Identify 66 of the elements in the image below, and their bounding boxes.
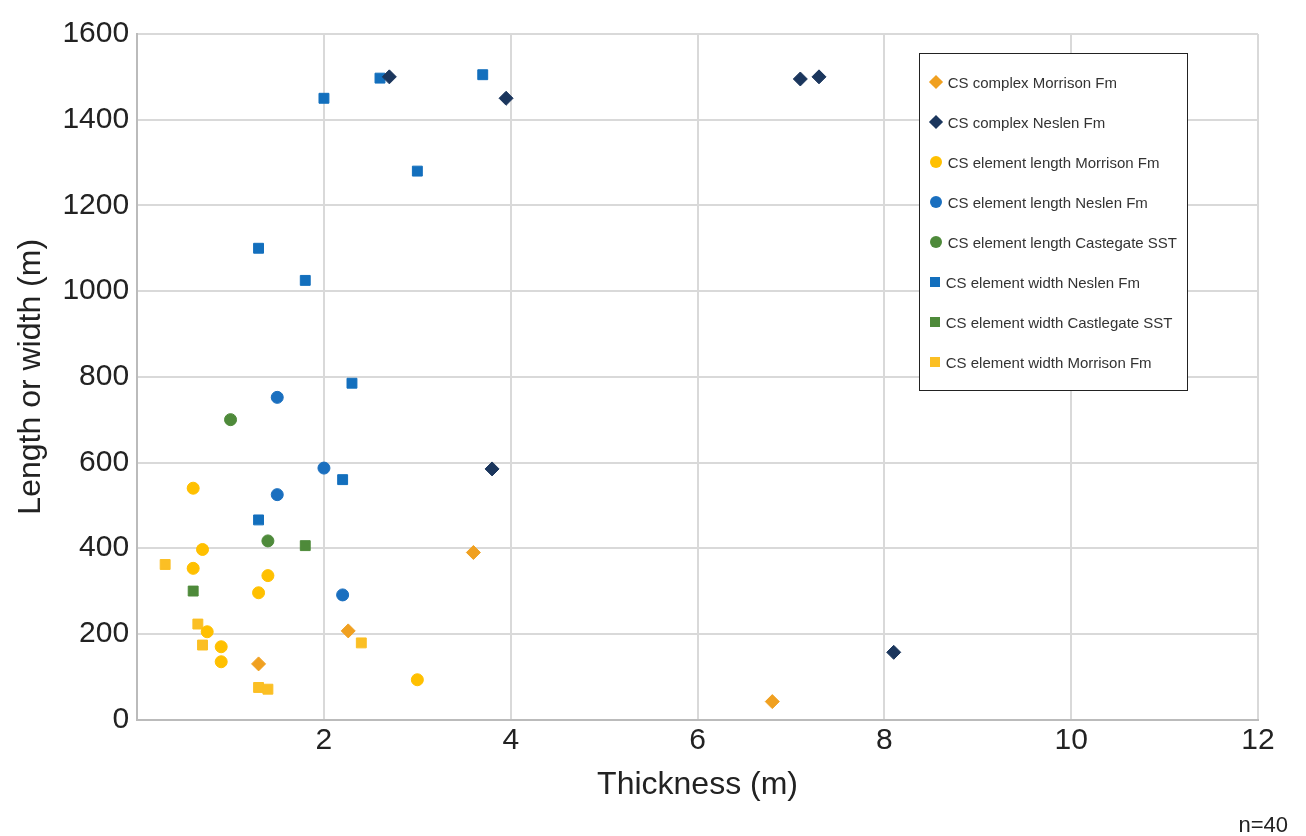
point (186, 561, 200, 575)
point (270, 390, 284, 404)
y-tick-label: 1000 (62, 272, 130, 306)
x-tick-label: 2 (315, 721, 333, 755)
point (381, 69, 397, 85)
legend-label: CS complex Neslen Fm (947, 113, 1106, 131)
point (253, 242, 265, 254)
point (200, 625, 214, 639)
point (318, 92, 330, 104)
point (498, 90, 514, 106)
point (196, 542, 210, 556)
y-tick-label: 1200 (62, 186, 130, 220)
legend-label: CS element width Morrison Fm (945, 353, 1152, 371)
y-tick-label: 0 (112, 700, 130, 734)
legend-label: CS element length Morrison Fm (947, 153, 1160, 171)
point (792, 71, 808, 87)
y-tick-label: 800 (79, 358, 130, 392)
point (214, 655, 228, 669)
legend-label: CS element width Castlegate SST (945, 313, 1173, 331)
point (317, 461, 331, 475)
point (477, 69, 489, 81)
x-tick-label: 6 (689, 721, 706, 755)
y-tick-label: 400 (79, 529, 130, 563)
text: n=40 (1238, 812, 1288, 836)
point (465, 544, 481, 560)
point (261, 534, 275, 548)
point (251, 656, 267, 672)
x-tick-label: 4 (502, 721, 520, 755)
point (187, 585, 199, 597)
point (299, 274, 311, 286)
point (261, 569, 275, 583)
point (159, 559, 171, 570)
y-tick-label: 200 (79, 615, 130, 649)
point (214, 640, 228, 654)
legend-label: CS complex Morrison Fm (947, 73, 1117, 91)
x-tick-label: 10 (1054, 721, 1088, 755)
point (886, 644, 902, 660)
point (484, 461, 500, 477)
point (340, 623, 356, 639)
point (764, 694, 780, 710)
point (262, 683, 274, 695)
point (355, 637, 367, 649)
y-tick-label: 1600 (62, 15, 130, 49)
point (411, 165, 423, 177)
point (337, 474, 349, 486)
y-tick-label: 600 (79, 443, 130, 477)
point (270, 488, 284, 502)
point (811, 69, 827, 85)
legend-label: CS element width Neslen Fm (945, 273, 1140, 291)
legend-label: CS element length Castegate SST (947, 233, 1177, 251)
point (197, 639, 208, 651)
point (252, 586, 266, 600)
point (186, 481, 200, 495)
point (346, 377, 358, 389)
point (224, 413, 238, 427)
y-tick-label: 1400 (62, 100, 130, 134)
x-axis-title: Thickness (m) (597, 764, 799, 801)
point (253, 514, 265, 526)
point (336, 588, 350, 602)
legend-label: CS element length Neslen Fm (947, 193, 1148, 211)
point (299, 540, 311, 552)
y-axis-title: Length or width (m) (11, 238, 48, 515)
point (192, 618, 204, 630)
point (410, 673, 424, 687)
x-tick-label: 12 (1241, 721, 1275, 755)
x-tick-label: 8 (876, 721, 893, 755)
